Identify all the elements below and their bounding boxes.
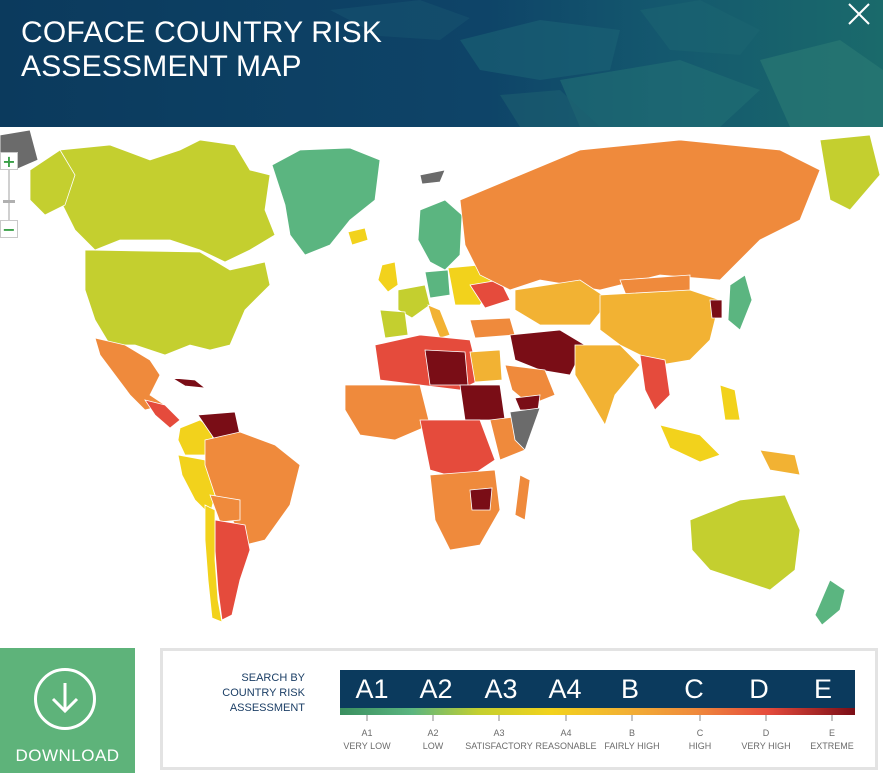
legend-caption-b: B FAIRLY HIGH — [604, 728, 660, 751]
country-zimbabwe — [469, 487, 493, 511]
grade-button-a2[interactable]: A2 — [419, 674, 453, 704]
country-new-zealand — [814, 579, 846, 626]
country-madagascar — [514, 474, 531, 521]
legend-caption-e: E EXTREME — [810, 728, 854, 751]
download-label: DOWNLOAD — [15, 746, 120, 765]
search-by-grade-label: SEARCH BY COUNTRY RISK ASSESSMENT — [222, 672, 305, 714]
grade-button-a1[interactable]: A1 — [355, 674, 389, 704]
country-west-africa — [344, 384, 431, 441]
close-button[interactable] — [845, 0, 873, 28]
country-saudi-arabia — [504, 364, 556, 406]
legend-caption-a4: A4 REASONABLE — [535, 728, 597, 751]
country-australia — [689, 494, 801, 591]
country-brazil — [204, 431, 301, 546]
country-germany — [424, 269, 451, 299]
country-china — [599, 289, 721, 366]
country-russia — [459, 139, 821, 291]
country-libya — [424, 349, 469, 386]
country-far-east-russia — [819, 134, 881, 211]
zoom-control[interactable]: + − — [0, 152, 22, 238]
country-iran-afghanistan — [509, 329, 586, 376]
country-iberia — [379, 309, 409, 339]
country-canada — [41, 139, 276, 263]
download-arrow-icon — [34, 668, 96, 730]
country-argentina — [214, 519, 251, 621]
territory-svalbard — [419, 169, 446, 185]
grade-button-d[interactable]: D — [749, 674, 769, 704]
country-france — [397, 284, 431, 319]
zoom-out-button[interactable]: − — [0, 220, 18, 238]
country-yemen — [514, 394, 541, 411]
legend-caption-a3: A3 SATISFACTORY — [465, 728, 533, 751]
country-somalia — [509, 407, 541, 451]
country-japan — [727, 274, 753, 331]
country-bolivia — [209, 494, 241, 523]
country-sudan — [459, 384, 506, 421]
zoom-slider-handle[interactable] — [3, 200, 15, 203]
risk-gradient-bar — [340, 708, 855, 715]
legend-caption-a1: A1 VERY LOW — [343, 728, 391, 751]
country-southeast-asia — [639, 354, 671, 411]
country-central-america — [144, 399, 181, 429]
world-map-background-art — [330, 0, 883, 127]
country-central-africa — [419, 419, 496, 481]
gradient-ticks — [366, 715, 833, 721]
country-india — [574, 344, 641, 426]
country-indonesia — [659, 424, 721, 463]
legend-caption-c: C HIGH — [688, 728, 712, 751]
grade-button-a4[interactable]: A4 — [548, 674, 582, 704]
country-korea-north — [709, 299, 723, 319]
country-chile — [204, 504, 223, 623]
country-alaska — [29, 149, 76, 216]
country-egypt — [469, 349, 503, 383]
legend-caption-d: D VERY HIGH — [741, 728, 791, 751]
country-kazakhstan — [514, 279, 611, 326]
country-cuba — [171, 377, 207, 389]
country-philippines — [719, 384, 741, 421]
country-uk — [377, 261, 399, 293]
grade-button-e[interactable]: E — [813, 674, 832, 704]
zoom-in-button[interactable]: + — [0, 152, 18, 170]
country-ukraine — [469, 279, 511, 309]
risk-map[interactable]: + − — [0, 127, 883, 647]
country-italy — [427, 304, 451, 339]
world-map[interactable] — [0, 127, 883, 647]
download-button[interactable]: DOWNLOAD — [0, 648, 135, 773]
grade-button-b[interactable]: B — [620, 674, 639, 704]
country-usa — [84, 249, 271, 356]
country-greenland — [271, 147, 381, 256]
grade-button-a3[interactable]: A3 — [484, 674, 518, 704]
country-iceland — [347, 227, 369, 246]
page-header: COFACE COUNTRY RISK ASSESSMENT MAP — [0, 0, 883, 127]
country-scandinavia — [417, 199, 463, 271]
grade-selector[interactable]: A1 A2 A3 A4 B C D E — [340, 670, 855, 708]
close-icon — [848, 3, 870, 25]
country-png — [759, 449, 801, 476]
grade-button-c[interactable]: C — [684, 674, 704, 704]
page-title: COFACE COUNTRY RISK ASSESSMENT MAP — [21, 16, 383, 83]
zoom-slider[interactable] — [3, 170, 15, 220]
legend-caption-a2: A2 LOW — [422, 728, 444, 751]
country-turkey — [469, 317, 516, 339]
